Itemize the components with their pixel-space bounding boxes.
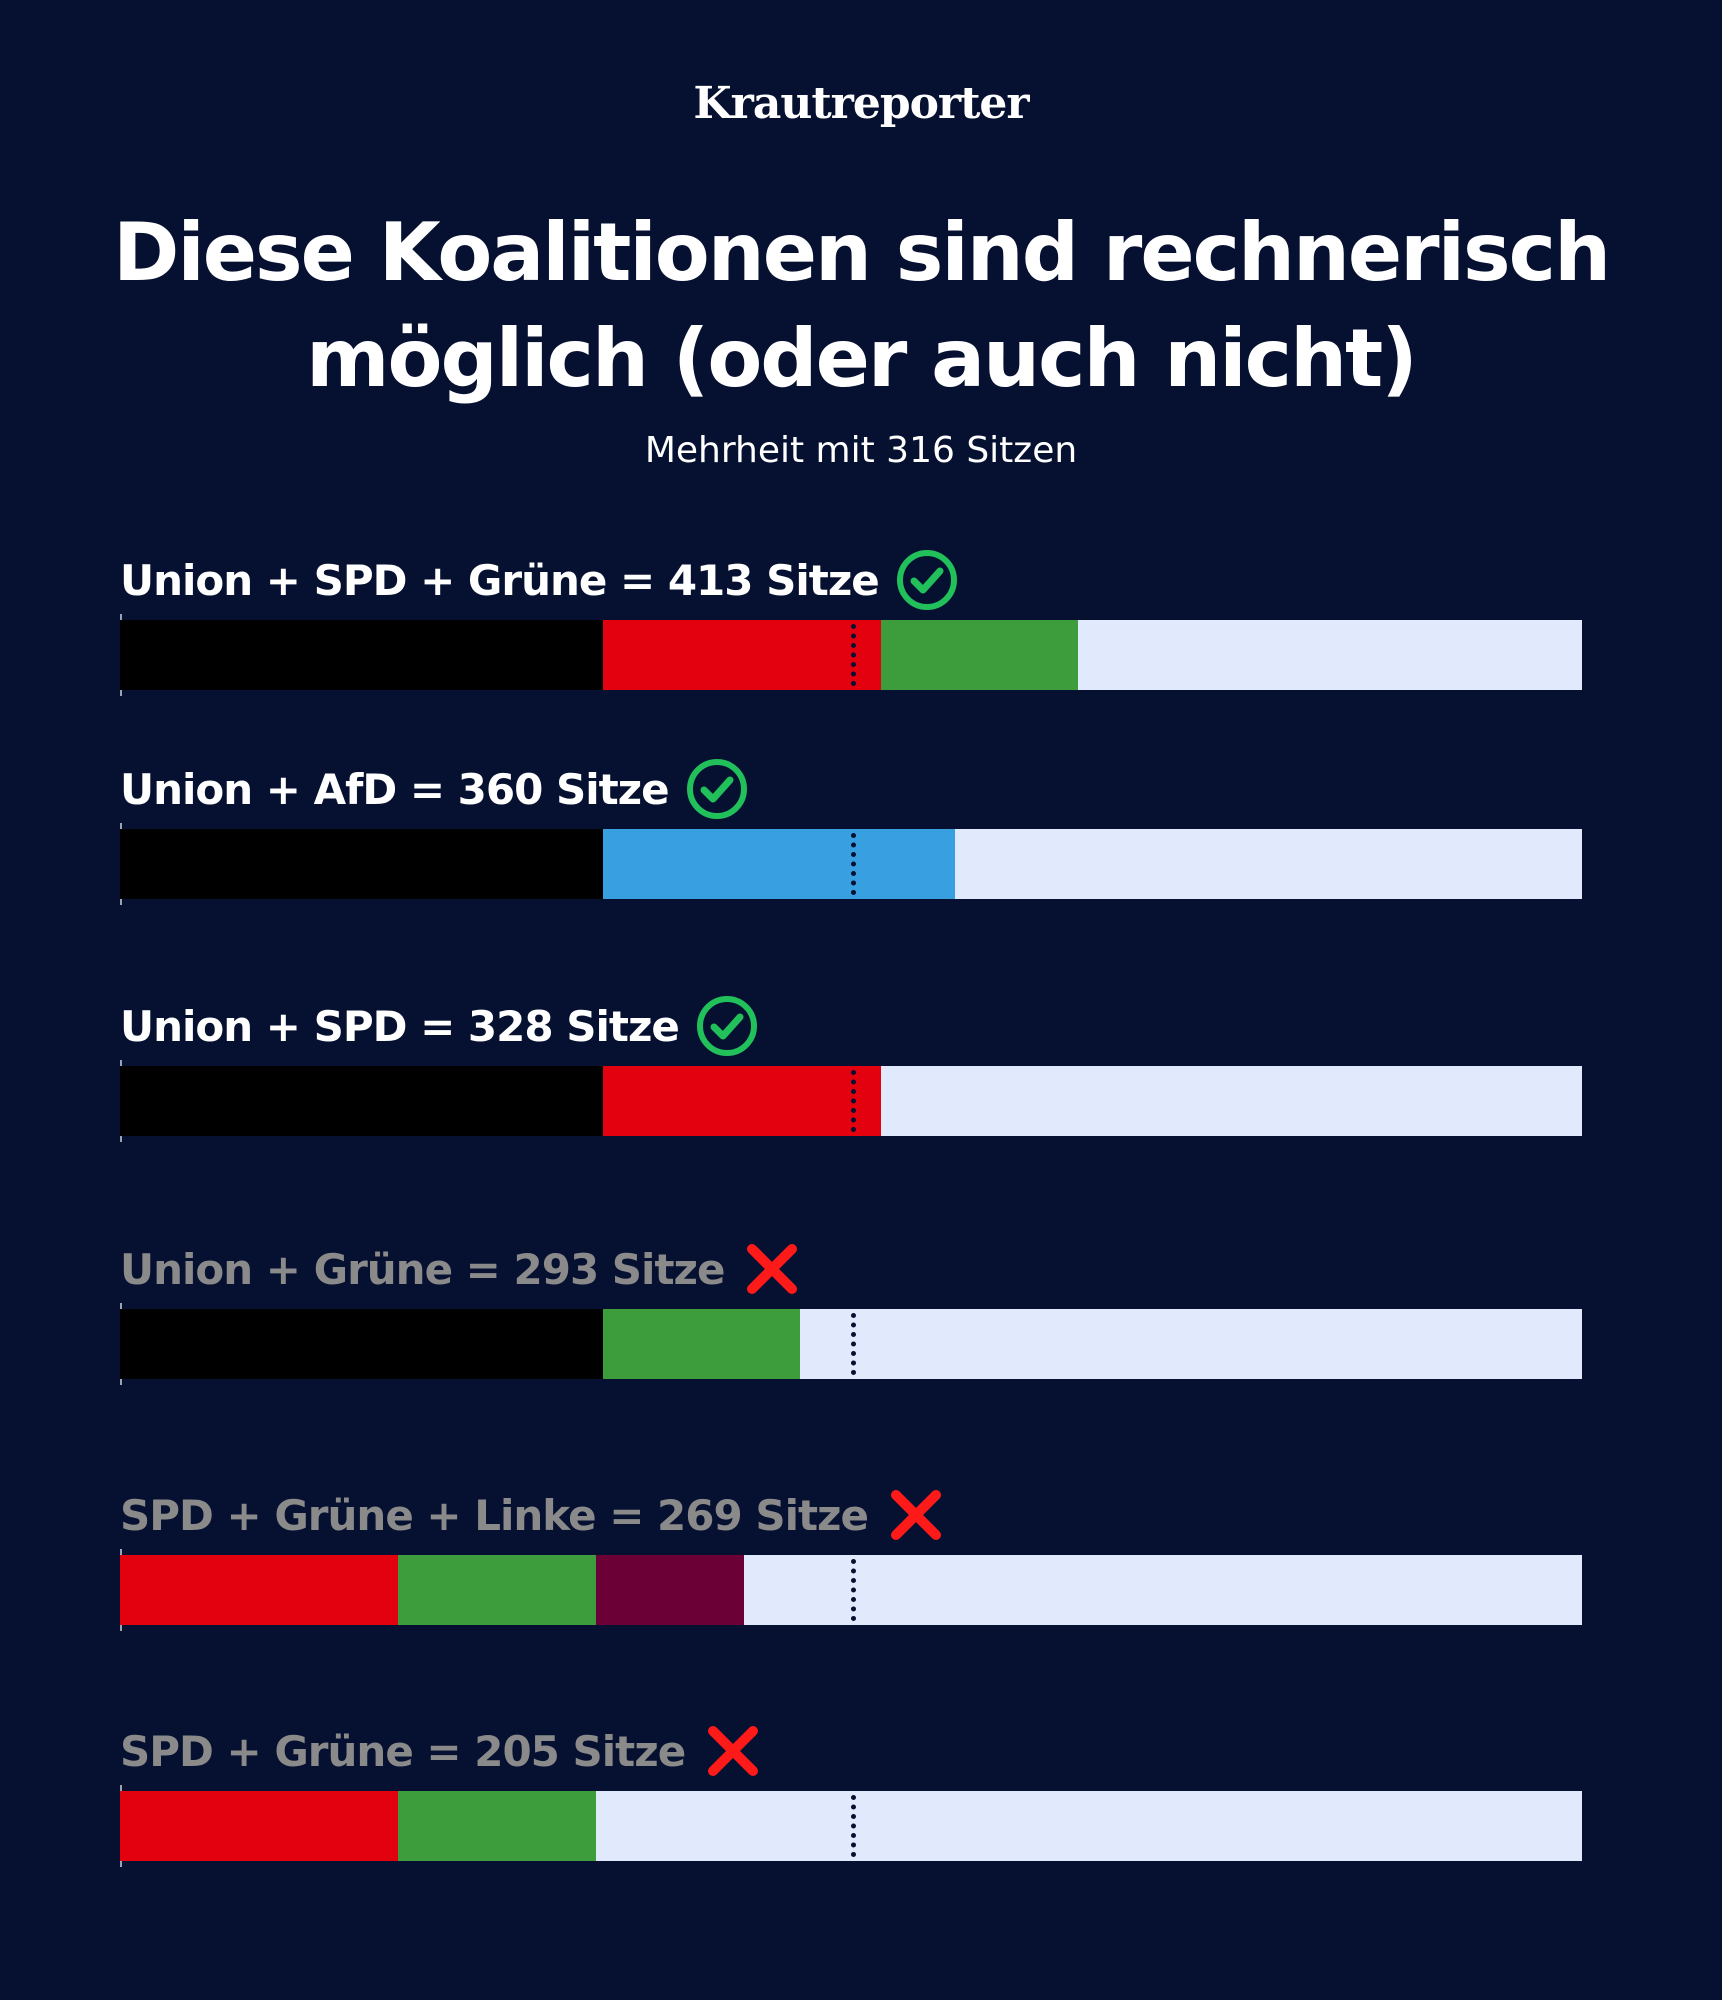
coalition-row: Union + AfD = 360 Sitze: [120, 689, 1586, 829]
title-line-2: möglich (oder auch nicht): [306, 312, 1418, 405]
coalition-row: Union + SPD = 328 Sitze: [120, 926, 1586, 1066]
coalition-bar: [120, 614, 1582, 696]
coalition-label-text: Union + AfD = 360 Sitze: [120, 764, 670, 814]
majority-line: [851, 1795, 857, 1857]
coalition-label: Union + SPD + Grüne = 413 Sitze: [120, 548, 959, 612]
bar-segment-spd: [120, 1555, 399, 1625]
coalition-label: Union + AfD = 360 Sitze: [120, 757, 749, 821]
coalition-row: SPD + Grüne = 205 Sitze: [120, 1651, 1586, 1791]
brand-logo: Krautreporter: [693, 78, 1029, 129]
bar-segment-spd: [602, 1066, 882, 1136]
coalition-bar: [120, 1060, 1582, 1142]
check-circle-icon: [686, 759, 747, 819]
bar-segment-union: [120, 620, 603, 690]
coalition-label: SPD + Grüne + Linke = 269 Sitze: [120, 1483, 948, 1547]
bar-segment-gruene: [398, 1555, 596, 1625]
majority-line: [851, 1313, 857, 1375]
page-title: Diese Koalitionen sind rechnerisch mögli…: [0, 200, 1722, 412]
coalition-row: SPD + Grüne + Linke = 269 Sitze: [120, 1415, 1586, 1555]
coalition-label: Union + Grüne = 293 Sitze: [120, 1237, 804, 1301]
coalition-label-text: SPD + Grüne + Linke = 269 Sitze: [120, 1490, 869, 1540]
coalition-label-text: SPD + Grüne = 205 Sitze: [120, 1726, 686, 1776]
title-line-1: Diese Koalitionen sind rechnerisch: [112, 206, 1611, 299]
bar-segment-spd: [602, 620, 882, 690]
bar-segment-union: [120, 1309, 603, 1379]
coalition-label: SPD + Grüne = 205 Sitze: [120, 1719, 765, 1783]
bar-segment-gruene: [398, 1791, 596, 1861]
bar-segment-gruene: [602, 1309, 800, 1379]
bar-segment-linke: [595, 1555, 745, 1625]
majority-line: [851, 1559, 857, 1621]
coalition-row: Union + Grüne = 293 Sitze: [120, 1169, 1586, 1309]
cross-icon: [708, 1726, 759, 1776]
majority-line: [851, 833, 857, 895]
coalition-bar: [120, 823, 1582, 905]
cross-icon: [890, 1490, 941, 1540]
majority-line: [851, 1070, 857, 1132]
coalition-bar: [120, 1303, 1582, 1385]
cross-icon: [747, 1244, 798, 1294]
bar-segment-spd: [120, 1791, 399, 1861]
bar-segment-union: [120, 829, 603, 899]
majority-line: [851, 624, 857, 686]
bar-segment-gruene: [881, 620, 1079, 690]
coalition-bar: [120, 1785, 1582, 1867]
coalition-label: Union + SPD = 328 Sitze: [120, 994, 759, 1058]
coalition-label-text: Union + Grüne = 293 Sitze: [120, 1244, 725, 1294]
coalition-label-text: Union + SPD + Grüne = 413 Sitze: [120, 555, 880, 605]
check-circle-icon: [696, 996, 757, 1056]
coalition-row: Union + SPD + Grüne = 413 Sitze: [120, 480, 1586, 620]
subtitle: Mehrheit mit 316 Sitzen: [644, 430, 1078, 471]
bar-segment-union: [120, 1066, 603, 1136]
check-circle-icon: [896, 550, 957, 610]
bar-segment-afd: [602, 829, 956, 899]
coalition-bar: [120, 1549, 1582, 1631]
coalition-label-text: Union + SPD = 328 Sitze: [120, 1001, 680, 1051]
